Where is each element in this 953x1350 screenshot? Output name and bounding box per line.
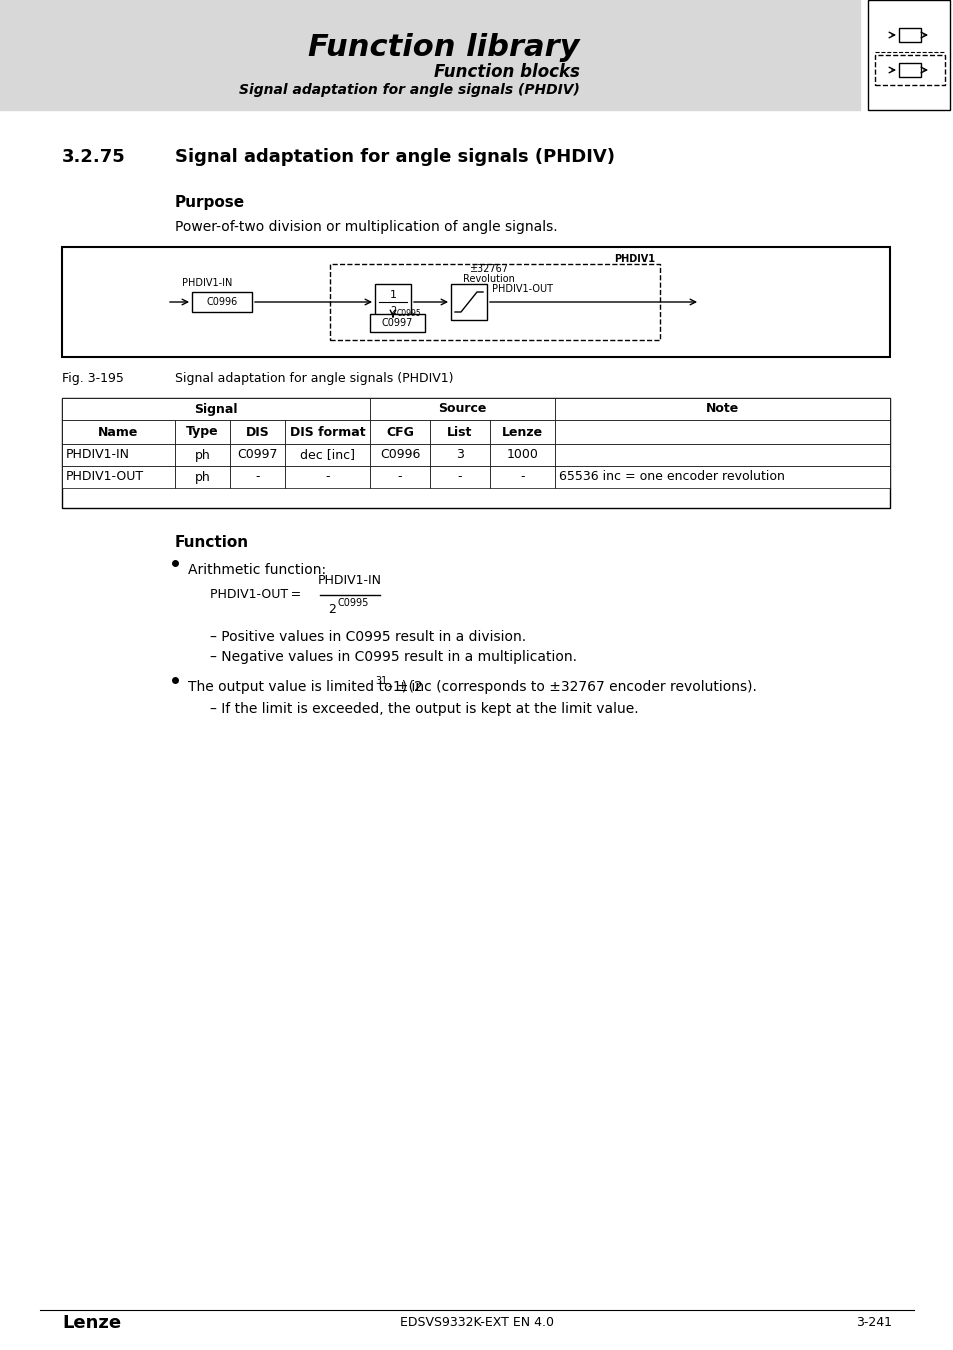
Bar: [430, 466, 490, 487]
Text: PHDIV1-IN: PHDIV1-IN: [317, 574, 381, 587]
Text: 65536 inc = one encoder revolution: 65536 inc = one encoder revolution: [558, 471, 784, 483]
Bar: [62, 444, 174, 466]
Text: 3-241: 3-241: [855, 1316, 891, 1330]
Text: C0995: C0995: [396, 309, 421, 319]
Text: -: -: [325, 471, 330, 483]
Bar: [370, 420, 430, 444]
Text: DIS format: DIS format: [290, 425, 365, 439]
Text: Lenze: Lenze: [501, 425, 542, 439]
Text: Power-of-two division or multiplication of angle signals.: Power-of-two division or multiplication …: [174, 220, 558, 234]
Bar: [174, 420, 230, 444]
Text: Type: Type: [186, 425, 218, 439]
Text: Function library: Function library: [308, 34, 579, 62]
Text: Function blocks: Function blocks: [434, 63, 579, 81]
Text: ±32767: ±32767: [469, 265, 508, 274]
Text: Note: Note: [705, 402, 739, 416]
Bar: [370, 466, 430, 487]
Bar: [555, 420, 889, 444]
Text: Signal adaptation for angle signals (PHDIV1): Signal adaptation for angle signals (PHD…: [174, 373, 453, 385]
Bar: [898, 28, 920, 42]
Text: PHDIV1-IN: PHDIV1-IN: [182, 278, 232, 288]
Text: 2: 2: [390, 306, 395, 316]
Text: 1: 1: [389, 290, 396, 300]
Bar: [370, 444, 430, 466]
Bar: [430, 444, 490, 466]
Bar: [490, 444, 555, 466]
Text: PHDIV1: PHDIV1: [614, 254, 655, 265]
Text: – Positive values in C0995 result in a division.: – Positive values in C0995 result in a d…: [210, 630, 525, 644]
Bar: [174, 466, 230, 487]
Bar: [898, 63, 920, 77]
Text: Signal adaptation for angle signals (PHDIV): Signal adaptation for angle signals (PHD…: [174, 148, 615, 166]
Text: List: List: [447, 425, 472, 439]
Text: 2: 2: [328, 603, 335, 616]
Bar: [555, 444, 889, 466]
Bar: [62, 466, 174, 487]
Text: -: -: [519, 471, 524, 483]
Text: C0996: C0996: [206, 297, 237, 306]
Text: Signal: Signal: [194, 402, 237, 416]
Text: C0997: C0997: [381, 319, 413, 328]
Bar: [451, 284, 486, 320]
Bar: [370, 315, 424, 332]
Bar: [370, 398, 555, 420]
Text: PHDIV1-OUT: PHDIV1-OUT: [492, 284, 553, 294]
Bar: [285, 466, 370, 487]
Bar: [62, 398, 889, 508]
Text: C0995: C0995: [337, 598, 369, 608]
Text: DIS: DIS: [245, 425, 269, 439]
Text: C0997: C0997: [237, 448, 277, 462]
Bar: [867, 0, 949, 109]
Text: 3: 3: [456, 448, 463, 462]
Text: -: -: [457, 471, 462, 483]
Text: Function: Function: [174, 535, 249, 549]
Text: 1000: 1000: [506, 448, 537, 462]
Bar: [230, 466, 285, 487]
Bar: [430, 420, 490, 444]
Text: 3.2.75: 3.2.75: [62, 148, 126, 166]
Bar: [0, 0, 859, 109]
Bar: [330, 265, 659, 340]
Text: -: -: [255, 471, 259, 483]
Bar: [62, 247, 889, 356]
Bar: [375, 284, 411, 320]
Text: PHDIV1-OUT =: PHDIV1-OUT =: [210, 589, 303, 602]
Text: -: -: [397, 471, 402, 483]
Bar: [490, 420, 555, 444]
Text: Source: Source: [437, 402, 486, 416]
Text: -1) inc (corresponds to ±32767 encoder revolutions).: -1) inc (corresponds to ±32767 encoder r…: [388, 680, 757, 694]
Text: Fig. 3-195: Fig. 3-195: [62, 373, 124, 385]
Text: 31: 31: [375, 676, 387, 686]
Bar: [490, 466, 555, 487]
Text: Lenze: Lenze: [62, 1314, 121, 1332]
Bar: [555, 466, 889, 487]
Bar: [230, 420, 285, 444]
Text: EDSVS9332K-EXT EN 4.0: EDSVS9332K-EXT EN 4.0: [399, 1316, 554, 1330]
Bar: [230, 444, 285, 466]
Bar: [174, 444, 230, 466]
Text: dec [inc]: dec [inc]: [299, 448, 355, 462]
Text: Name: Name: [98, 425, 138, 439]
Bar: [285, 420, 370, 444]
Text: – Negative values in C0995 result in a multiplication.: – Negative values in C0995 result in a m…: [210, 649, 577, 664]
Bar: [285, 444, 370, 466]
Text: The output value is limited to ±(2: The output value is limited to ±(2: [188, 680, 422, 694]
Text: C0996: C0996: [379, 448, 419, 462]
Text: Arithmetic function:: Arithmetic function:: [188, 563, 326, 576]
Text: CFG: CFG: [386, 425, 414, 439]
Text: PHDIV1-OUT: PHDIV1-OUT: [66, 471, 144, 483]
Bar: [62, 398, 370, 420]
Text: PHDIV1-IN: PHDIV1-IN: [66, 448, 130, 462]
Text: Revolution: Revolution: [462, 274, 515, 284]
Text: ph: ph: [194, 471, 211, 483]
Text: Purpose: Purpose: [174, 194, 245, 211]
Text: ph: ph: [194, 448, 211, 462]
Text: Signal adaptation for angle signals (PHDIV): Signal adaptation for angle signals (PHD…: [239, 82, 579, 97]
Bar: [874, 55, 944, 85]
Bar: [555, 398, 889, 420]
Bar: [192, 292, 252, 312]
Bar: [62, 420, 174, 444]
Text: – If the limit is exceeded, the output is kept at the limit value.: – If the limit is exceeded, the output i…: [210, 702, 638, 716]
